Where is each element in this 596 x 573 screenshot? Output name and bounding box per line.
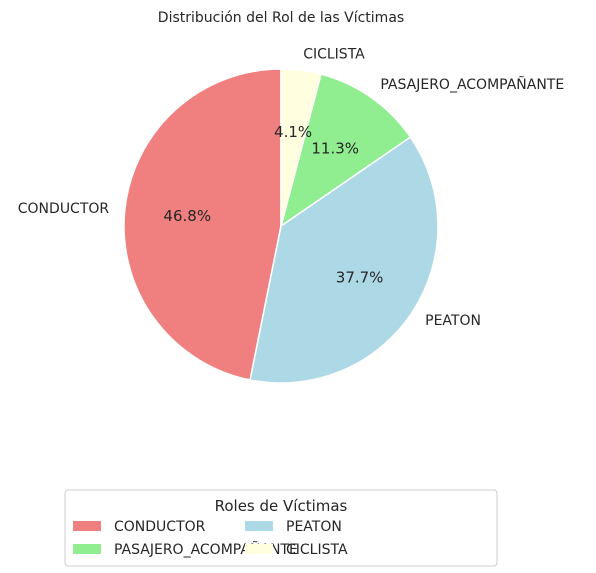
pie-slices <box>123 68 439 384</box>
legend-swatch-pasajero-acompa-ante <box>73 544 101 554</box>
slice-peaton <box>249 136 439 384</box>
label-ciclista: CICLISTA <box>303 47 365 63</box>
legend-label-peaton: PEATON <box>286 519 342 535</box>
legend-label-conductor: CONDUCTOR <box>114 519 206 535</box>
legend-frame <box>64 489 498 567</box>
slice-pasajero-acompa-ante <box>279 73 412 228</box>
label-pasajero-acompa-ante: PASAJERO_ACOMPAÑANTE <box>380 76 564 93</box>
pct-pasajero-acompa-ante: 11.3% <box>311 139 359 157</box>
legend-label-ciclista: CICLISTA <box>286 542 348 558</box>
label-peaton: PEATON <box>425 313 481 329</box>
chart-title: Distribución del Rol de las Víctimas <box>158 10 404 26</box>
percentage-labels: 46.8% 37.7% 11.3%4.1% <box>163 123 383 286</box>
pct-peaton: 37.7% <box>336 268 384 286</box>
legend: Roles de Víctimas CONDUCTOR PEATONPASAJER… <box>64 489 498 567</box>
legend-entries: CONDUCTOR PEATONPASAJERO_ACOMPAÑANTECICLI… <box>73 519 348 558</box>
legend-swatch-peaton <box>245 521 273 531</box>
category-labels: CONDUCTOR PEATON PASAJERO_ACOMPAÑANTE CICLI… <box>18 47 564 329</box>
legend-swatch-ciclista <box>245 544 273 554</box>
pct-ciclista: 4.1% <box>274 123 312 141</box>
legend-swatch-conductor <box>73 521 101 531</box>
slice-conductor <box>123 68 282 381</box>
label-conductor: CONDUCTOR <box>18 201 110 217</box>
pct-conductor: 46.8% <box>163 207 211 225</box>
slice-ciclista <box>280 68 322 227</box>
legend-title: Roles de Víctimas <box>215 497 348 515</box>
